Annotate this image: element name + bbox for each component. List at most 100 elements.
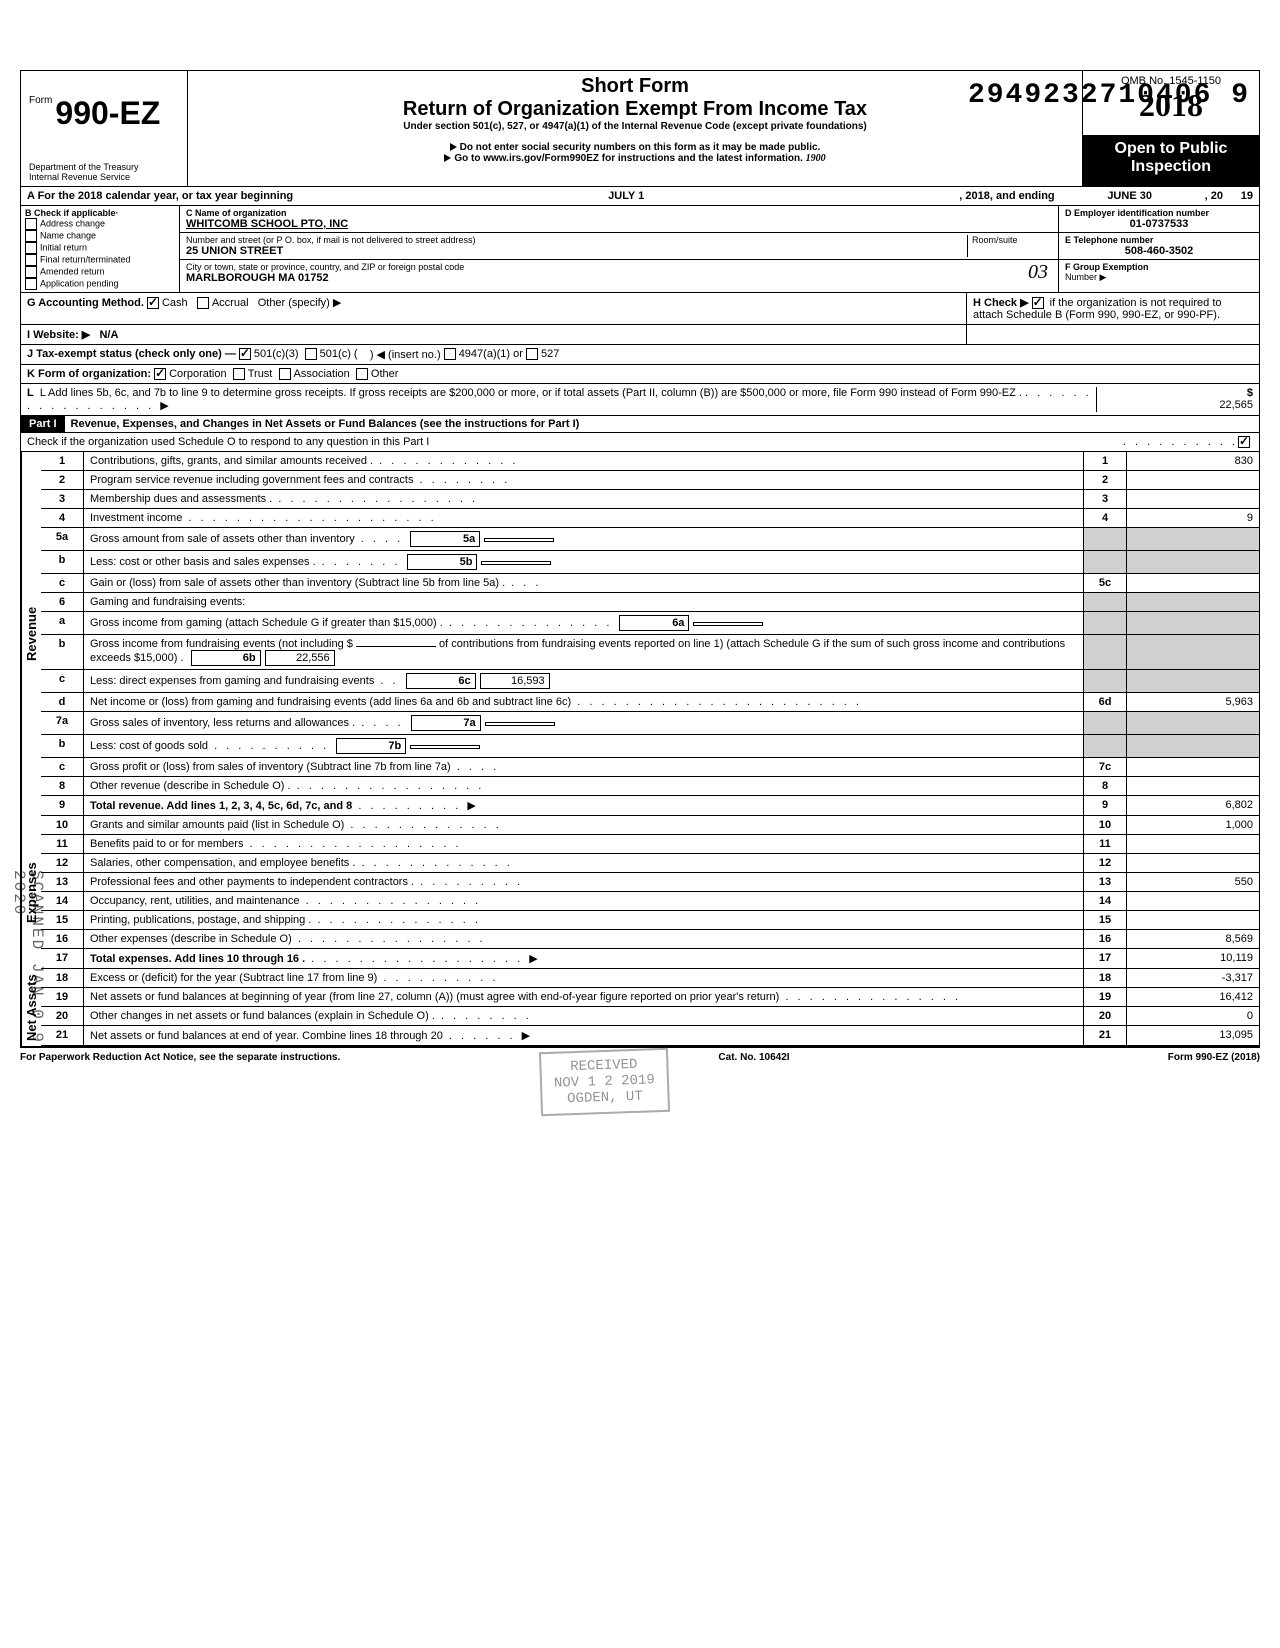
line-18-box: 18 xyxy=(1084,969,1127,988)
check-trust[interactable] xyxy=(233,368,245,380)
line-4-desc: Investment income xyxy=(90,512,182,524)
line-6c-inval: 16,593 xyxy=(480,673,550,689)
line-7a-inval xyxy=(485,722,555,726)
line-9-val: 6,802 xyxy=(1127,796,1260,816)
line-6b-inval: 22,556 xyxy=(265,650,335,666)
line-6a-desc: Gross income from gaming (attach Schedul… xyxy=(90,617,443,629)
check-501c[interactable] xyxy=(305,348,317,360)
check-corp[interactable] xyxy=(154,368,166,380)
line-6d-num: d xyxy=(41,693,84,712)
line-7c-num: c xyxy=(41,758,84,777)
line-18-num: 18 xyxy=(41,969,84,988)
subtitle: Under section 501(c), 527, or 4947(a)(1)… xyxy=(196,121,1074,132)
line-6a-num: a xyxy=(41,612,84,635)
line-11-num: 11 xyxy=(41,835,84,854)
line-18-val: -3,317 xyxy=(1127,969,1260,988)
line-6c-inbox: 6c xyxy=(406,673,476,689)
line-15-desc: Printing, publications, postage, and shi… xyxy=(90,914,311,926)
line-5c-desc: Gain or (loss) from sale of assets other… xyxy=(90,577,505,589)
line-14-num: 14 xyxy=(41,892,84,911)
line-5a-desc: Gross amount from sale of assets other t… xyxy=(90,533,355,545)
line-20-desc: Other changes in net assets or fund bala… xyxy=(90,1010,435,1022)
end-year: 19 xyxy=(1223,190,1253,202)
line-13-num: 13 xyxy=(41,873,84,892)
form-number: 990-EZ xyxy=(55,95,160,131)
label-4947: 4947(a)(1) or xyxy=(459,348,523,361)
label-final-return: Final return/terminated xyxy=(40,254,131,264)
tax-exempt-label: J Tax-exempt status (check only one) — xyxy=(27,348,236,361)
line-3-desc: Membership dues and assessments . xyxy=(90,493,272,505)
label-other-specify: Other (specify) ▶ xyxy=(258,297,342,309)
line-7a-desc: Gross sales of inventory, less returns a… xyxy=(90,717,355,729)
line-20-val: 0 xyxy=(1127,1007,1260,1026)
line-13-desc: Professional fees and other payments to … xyxy=(90,876,414,888)
city-state-zip: MARLBOROUGH MA 01752 xyxy=(186,272,1052,284)
line-9-box: 9 xyxy=(1084,796,1127,816)
line-16-val: 8,569 xyxy=(1127,930,1260,949)
line-6d-val: 5,963 xyxy=(1127,693,1260,712)
section-c-label: C Name of organization xyxy=(186,208,1052,218)
label-corp: Corporation xyxy=(169,368,226,380)
check-schedule-o[interactable] xyxy=(1238,436,1250,448)
line-7c-desc: Gross profit or (loss) from sales of inv… xyxy=(90,761,451,773)
line-10-num: 10 xyxy=(41,816,84,835)
check-cash[interactable] xyxy=(147,297,159,309)
h-label: H Check ▶ xyxy=(973,297,1029,309)
line-13-box: 13 xyxy=(1084,873,1127,892)
line-8-val xyxy=(1127,777,1260,796)
group-exemption-label: F Group Exemption xyxy=(1065,262,1253,272)
line-6c-num: c xyxy=(41,670,84,693)
line-2-num: 2 xyxy=(41,471,84,490)
main-title: Return of Organization Exempt From Incom… xyxy=(196,98,1074,121)
handwritten-1900: 1900 xyxy=(806,153,826,164)
check-final-return[interactable] xyxy=(25,254,37,266)
line-20-box: 20 xyxy=(1084,1007,1127,1026)
line-12-desc: Salaries, other compensation, and employ… xyxy=(90,857,355,869)
line-14-desc: Occupancy, rent, utilities, and maintena… xyxy=(90,895,300,907)
label-527: 527 xyxy=(541,348,559,361)
check-other-org[interactable] xyxy=(356,368,368,380)
line-16-num: 16 xyxy=(41,930,84,949)
line-19-box: 19 xyxy=(1084,988,1127,1007)
check-4947[interactable] xyxy=(444,348,456,360)
line-9-desc: Total revenue. Add lines 1, 2, 3, 4, 5c,… xyxy=(90,800,352,812)
addr-label: Number and street (or P O. box, if mail … xyxy=(186,235,967,245)
label-trust: Trust xyxy=(248,368,273,380)
line-21-num: 21 xyxy=(41,1026,84,1046)
check-527[interactable] xyxy=(526,348,538,360)
line-7c-box: 7c xyxy=(1084,758,1127,777)
check-address-change[interactable] xyxy=(25,218,37,230)
accounting-label: G Accounting Method. xyxy=(27,297,144,309)
line-7b-desc: Less: cost of goods sold xyxy=(90,740,208,752)
line-10-val: 1,000 xyxy=(1127,816,1260,835)
check-501c3[interactable] xyxy=(239,348,251,360)
line-16-box: 16 xyxy=(1084,930,1127,949)
line-a-prefix: A For the 2018 calendar year, or tax yea… xyxy=(27,190,293,202)
document-number: 2949232710406 9 xyxy=(968,80,1250,111)
line-5a-inbox: 5a xyxy=(410,531,480,547)
line-5c-val xyxy=(1127,574,1260,593)
check-name-change[interactable] xyxy=(25,230,37,242)
street-address: 25 UNION STREET xyxy=(186,245,967,257)
label-address-change: Address change xyxy=(40,218,105,228)
check-accrual[interactable] xyxy=(197,297,209,309)
line-l-value: 22,565 xyxy=(1103,399,1253,411)
line-3-num: 3 xyxy=(41,490,84,509)
line-7a-inbox: 7a xyxy=(411,715,481,731)
open-public-1: Open to Public xyxy=(1091,140,1251,158)
line-1-desc: Contributions, gifts, grants, and simila… xyxy=(90,455,373,467)
line-5b-inbox: 5b xyxy=(407,554,477,570)
check-assoc[interactable] xyxy=(279,368,291,380)
line-14-val xyxy=(1127,892,1260,911)
check-initial-return[interactable] xyxy=(25,242,37,254)
section-b-title: B Check if applicable· xyxy=(25,208,175,218)
check-pending[interactable] xyxy=(25,278,37,290)
label-initial-return: Initial return xyxy=(40,242,87,252)
line-7b-inval xyxy=(410,745,480,749)
line-19-desc: Net assets or fund balances at beginning… xyxy=(90,991,779,1003)
check-amended[interactable] xyxy=(25,266,37,278)
check-schedule-b[interactable] xyxy=(1032,297,1044,309)
line-18-desc: Excess or (deficit) for the year (Subtra… xyxy=(90,972,377,984)
city-label: City or town, state or province, country… xyxy=(186,262,1052,272)
line-5a-inval xyxy=(484,538,554,542)
